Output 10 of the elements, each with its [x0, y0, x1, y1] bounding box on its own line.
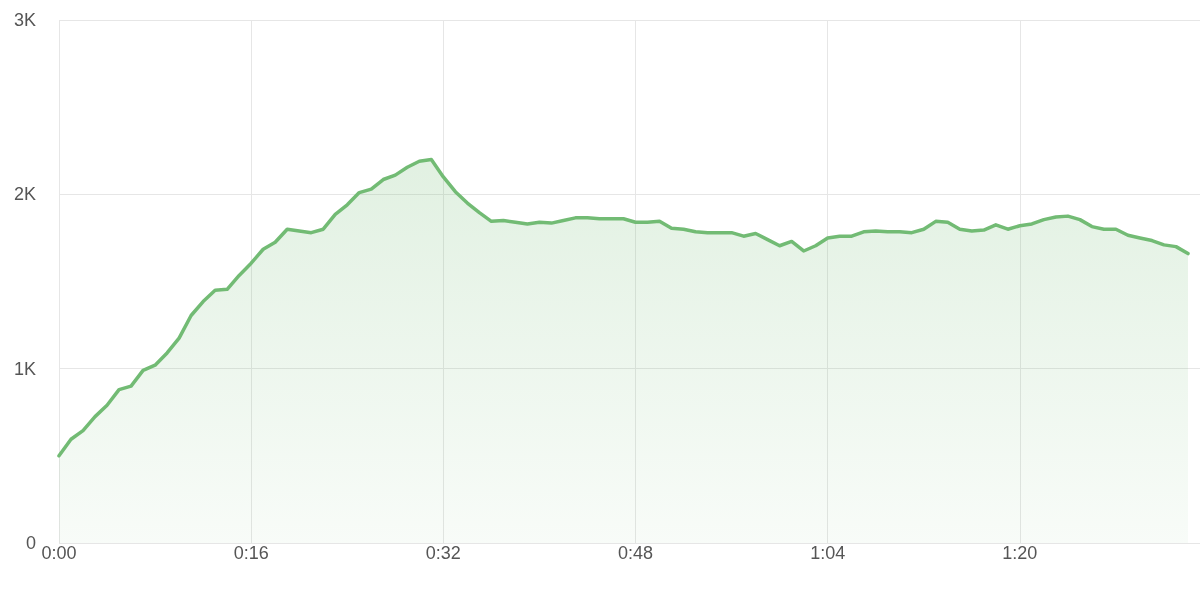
x-tick-label: 0:32 [425, 543, 461, 563]
x-tick-label: 1:04 [810, 543, 846, 563]
x-tick-label: 1:20 [1002, 543, 1038, 563]
x-tick-label: 0:16 [233, 543, 269, 563]
x-tick-label: 0:48 [617, 543, 654, 563]
y-tick-label: 2K [13, 184, 36, 205]
y-tick-label: 0 [25, 533, 36, 553]
y-tick-label: 3K [13, 10, 36, 30]
y-tick-label: 1K [13, 358, 36, 379]
x-tick-label: 0:00 [41, 543, 77, 563]
